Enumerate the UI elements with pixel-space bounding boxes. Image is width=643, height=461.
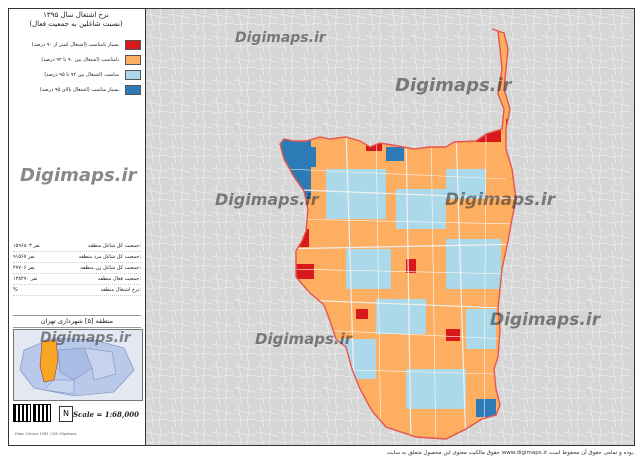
map-frame: نرخ اشتغال سال ۱۳۹۵ (نسبت شاغلین به جمعی…: [8, 8, 635, 446]
qr-code-icon: [13, 404, 31, 422]
stat-label: جمعیت کل شاغل زن منطقه:: [80, 265, 141, 271]
stat-value: ۲۷۷۰۶ نفر: [13, 265, 35, 271]
north-label: N: [63, 409, 69, 418]
qr-code-icon: [33, 404, 51, 422]
stat-label: جمعیت کل شاغل مرد منطقه:: [78, 254, 141, 260]
statistics-table: ۱۵۹۶۸۰۳ نفر جمعیت کل شاغل منطقه: ۹۱۵۶۷ ن…: [13, 241, 141, 296]
footer-copyright: حقوق مالکیت معنوی این محصول متعلق به سای…: [386, 450, 635, 456]
legend-swatch: [125, 40, 141, 50]
stat-label: جمعیت فعال منطقه:: [97, 276, 141, 282]
map-title-line1: نرخ اشتغال سال ۱۳۹۵: [43, 11, 109, 19]
map-title-line2: (نسبت شاغلین به جمعیت فعال): [29, 20, 123, 28]
map-canvas[interactable]: [146, 9, 634, 445]
legend-label: مناسب (اشتغال بین ۹۲ تا ۹۵ درصد): [44, 72, 119, 78]
stat-row: ۲۷۷۰۶ نفر جمعیت کل شاغل زن منطقه:: [13, 263, 141, 274]
stat-row: ۱۳۸۴۷۰ نفر جمعیت فعال منطقه:: [13, 274, 141, 285]
stat-value: ۱۳۸۴۷۰ نفر: [13, 276, 38, 282]
credit-text: Data: Census 1395 | GIS: Digimaps: [15, 432, 77, 436]
map-sidebar: نرخ اشتغال سال ۱۳۹۵ (نسبت شاغلین به جمعی…: [9, 9, 146, 445]
legend: بسیار نامناسب (اشتغال کمتر از ۹۰ درصد) ن…: [13, 39, 141, 99]
legend-item-poor: نامناسب (اشتغال بین ۹۰ تا ۹۲ درصد): [13, 54, 141, 66]
stat-value: %: [13, 287, 18, 293]
stat-value: ۱۵۹۶۸۰۳ نفر: [13, 243, 41, 249]
legend-item-good: مناسب (اشتغال بین ۹۲ تا ۹۵ درصد): [13, 69, 141, 81]
legend-label: بسیار مناسب (اشتغال بالای ۹۵ درصد): [39, 87, 119, 93]
legend-swatch: [125, 85, 141, 95]
locator-map-svg: [14, 330, 142, 400]
legend-swatch: [125, 55, 141, 65]
stat-value: ۹۱۵۶۷ نفر: [13, 254, 35, 260]
scale-label: Scale = 1:68,000: [73, 410, 139, 419]
map-footer-box: N Scale = 1:68,000 Data: Census 1395 | G…: [13, 402, 141, 442]
stat-row: % نرخ اشتغال منطقه:: [13, 285, 141, 296]
stat-label: جمعیت کل شاغل منطقه:: [87, 243, 141, 249]
stat-row: ۱۵۹۶۸۰۳ نفر جمعیت کل شاغل منطقه:: [13, 241, 141, 252]
legend-item-very-poor: بسیار نامناسب (اشتغال کمتر از ۹۰ درصد): [13, 39, 141, 51]
map-title: نرخ اشتغال سال ۱۳۹۵ (نسبت شاغلین به جمعی…: [11, 11, 141, 29]
legend-item-very-good: بسیار مناسب (اشتغال بالای ۹۵ درصد): [13, 84, 141, 96]
legend-label: نامناسب (اشتغال بین ۹۰ تا ۹۲ درصد): [41, 57, 119, 63]
stat-label: نرخ اشتغال منطقه:: [100, 287, 141, 293]
region-label: منطقه [۵] شهرداری تهران: [13, 315, 141, 328]
legend-swatch: [125, 70, 141, 80]
locator-map: [13, 329, 143, 401]
district-boundary: [279, 28, 517, 440]
stat-row: ۹۱۵۶۷ نفر جمعیت کل شاغل مرد منطقه:: [13, 252, 141, 263]
map-svg: [146, 9, 634, 445]
north-arrow-icon: N: [59, 406, 73, 422]
legend-label: بسیار نامناسب (اشتغال کمتر از ۹۰ درصد): [31, 42, 119, 48]
